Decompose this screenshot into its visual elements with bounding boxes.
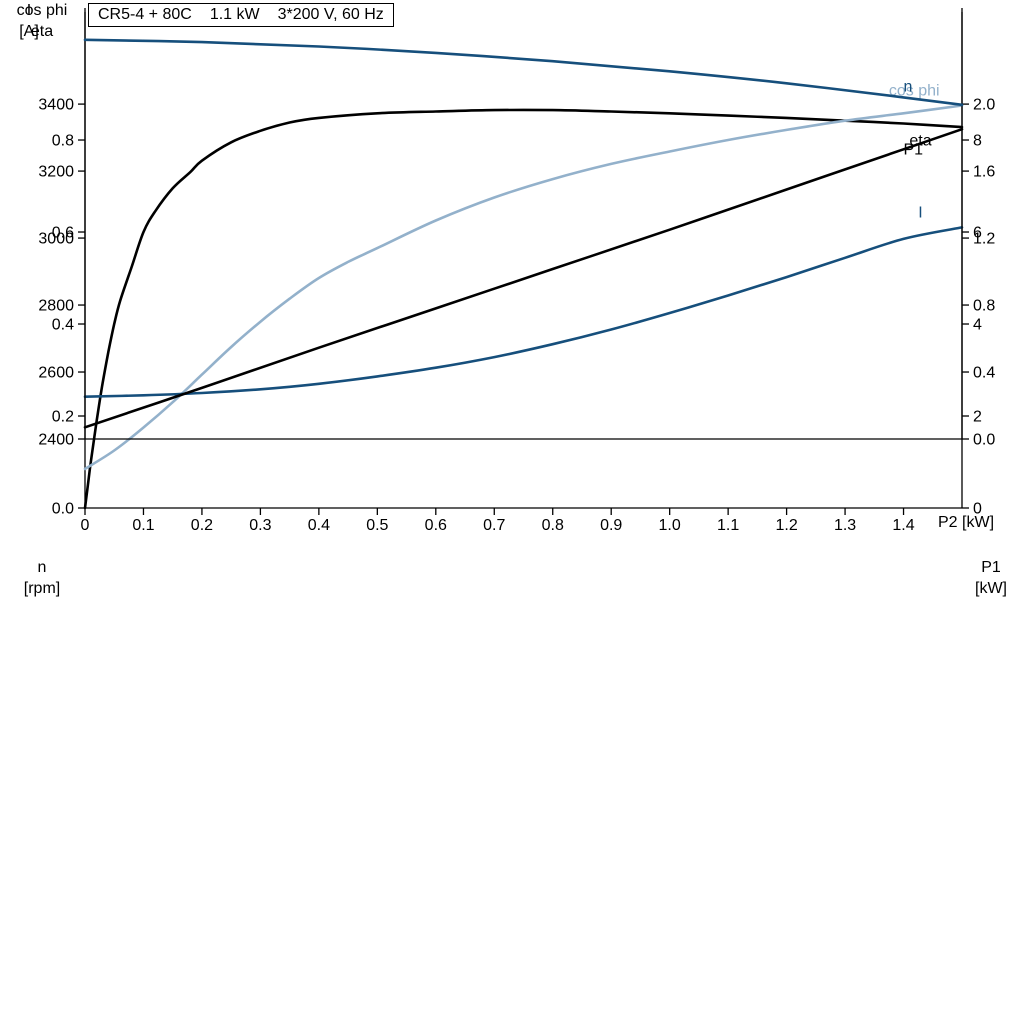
x-tick-label: 1.0 <box>659 517 681 534</box>
x-tick-label: 0.4 <box>308 517 330 534</box>
left-tick-label: 3400 <box>38 97 74 114</box>
curve-label-p1: P1 <box>904 141 924 158</box>
motor-power-title: 1.1 kW <box>209 6 260 23</box>
x-tick-label: 0.2 <box>191 517 213 534</box>
x-tick-label: 1.1 <box>717 517 739 534</box>
x-tick-label: 0.7 <box>483 517 505 534</box>
current-unit-label: [A] <box>19 23 39 40</box>
pump-model-title: CR5-4 + 80C <box>98 6 192 23</box>
upper-left-axis-title: cos phi eta <box>0 0 84 42</box>
x-tick-label: 0.6 <box>425 517 447 534</box>
left-tick-label: 0.8 <box>52 133 74 150</box>
curve-p1 <box>83 127 964 429</box>
x-tick-label: 0.8 <box>542 517 564 534</box>
right-tick-label: 2 <box>973 409 982 426</box>
curve-n <box>83 38 964 107</box>
left-tick-label: 0.2 <box>52 409 74 426</box>
curve-label-n: n <box>904 79 913 96</box>
right-tick-label: 2.0 <box>973 97 995 114</box>
x-tick-label: 0.1 <box>132 517 154 534</box>
speed-unit-label: [rpm] <box>23 580 61 597</box>
cos-phi-axis-label: cos phi <box>16 2 68 19</box>
right-tick-label: 1.6 <box>973 164 995 181</box>
eta-axis-label: eta <box>30 23 54 40</box>
x-axis-unit-label: P2 [kW] <box>938 514 995 531</box>
curve-label-cos-phi: cos phi <box>889 82 940 99</box>
x-tick-label: 0.9 <box>600 517 622 534</box>
x-tick-label: 1.2 <box>775 517 797 534</box>
right-tick-label: 8 <box>973 133 982 150</box>
curve-label-i: I <box>918 204 922 221</box>
current-axis-label: I <box>26 2 32 19</box>
lower-right-axis-title: P1 [kW] <box>962 557 1020 599</box>
right-tick-label: 0 <box>973 501 982 518</box>
x-tick-label: 1.3 <box>834 517 856 534</box>
curve-eta <box>83 108 964 510</box>
p1-unit-label: [kW] <box>975 580 1007 597</box>
left-tick-label: 0.0 <box>52 501 74 518</box>
right-tick-label: 1.2 <box>973 231 995 248</box>
right-tick-label: 0.0 <box>973 432 995 449</box>
right-tick-label: 0.8 <box>973 298 995 315</box>
left-tick-label: 2600 <box>38 365 74 382</box>
right-tick-label: 0.4 <box>973 365 995 382</box>
left-tick-label: 3200 <box>38 164 74 181</box>
left-tick-label: 2400 <box>38 432 74 449</box>
upper-chart-cosphi-eta-current: 0.0 0.2 0.4 0.6 0.8 0 2 4 6 8 0 0.1 0.2 0.3 0.4 0.5 0.6 0… <box>52 8 982 534</box>
right-tick-label: 6 <box>973 225 982 242</box>
left-tick-label: 0.4 <box>52 317 74 334</box>
x-tick-label: 1.4 <box>892 517 914 534</box>
upper-right-axis-title: I [A] <box>0 0 58 42</box>
x-tick-label: 0.3 <box>249 517 271 534</box>
voltage-frequency-title: 3*200 V, 60 Hz <box>277 6 384 23</box>
left-tick-label: 3000 <box>38 231 74 248</box>
speed-axis-label: n <box>37 559 47 576</box>
lower-chart-speed-power: 2400 2600 2800 3000 3200 3400 0.0 0.4 0.8 1.2 1.6 2… <box>38 12 995 449</box>
right-tick-label: 4 <box>973 317 982 334</box>
lower-left-axis-title: n [rpm] <box>0 557 84 599</box>
x-tick-label: 0.5 <box>366 517 388 534</box>
p1-axis-label: P1 <box>981 559 1001 576</box>
left-tick-label: 2800 <box>38 298 74 315</box>
chart-title-box: CR5-4 + 80C 1.1 kW 3*200 V, 60 Hz <box>88 3 394 27</box>
x-tick-label: 0 <box>81 517 90 534</box>
curve-i <box>83 226 964 398</box>
left-tick-label: 0.6 <box>52 225 74 242</box>
